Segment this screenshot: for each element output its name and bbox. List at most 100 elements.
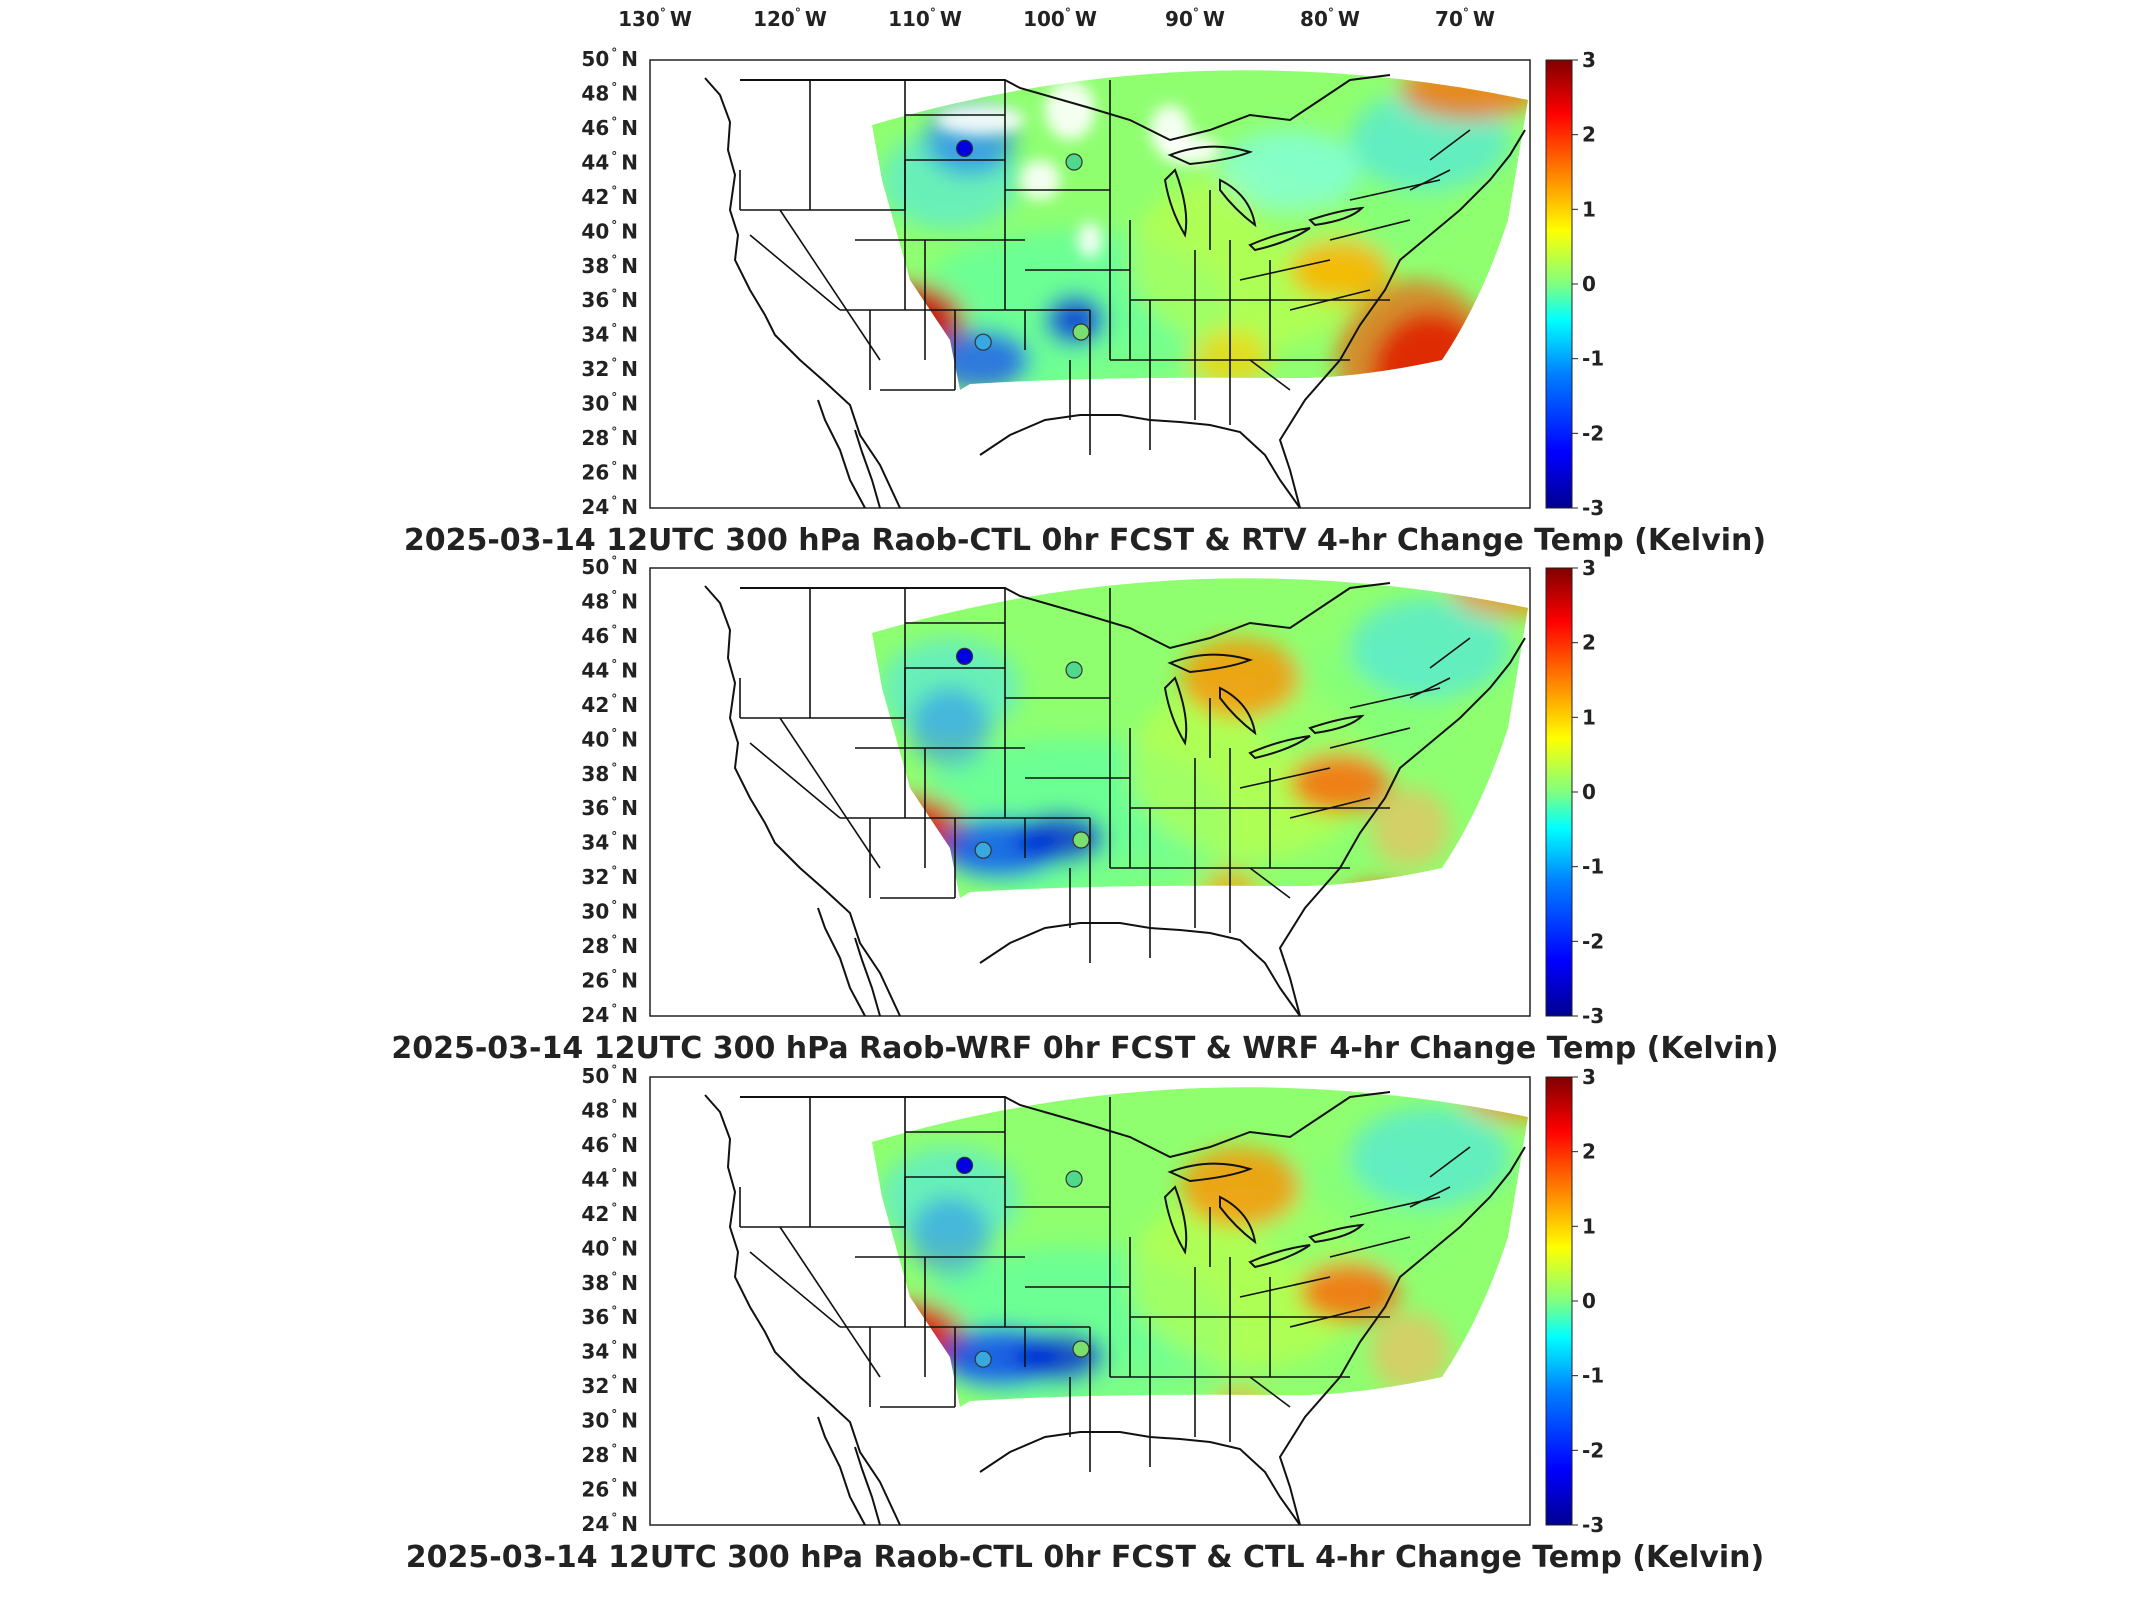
latitude-label: 44 ° N	[581, 1166, 638, 1191]
latitude-label: 46 ° N	[581, 1132, 638, 1157]
colorbar-tick-label: -1	[1582, 855, 1604, 879]
longitude-label: 70° W	[1435, 6, 1495, 31]
oklahoma-raob-marker	[975, 334, 991, 350]
north-dakota-raob-marker	[957, 648, 973, 664]
latitude-label: 28 ° N	[581, 1442, 638, 1467]
latitude-label: 34 ° N	[581, 322, 638, 347]
latitude-axis-labels: 50 ° N 48 ° N 46 ° N 44 ° N 42 ° N 40 ° N 38 ° N 36 ° N 34 ° N 32 ° N…	[581, 46, 638, 519]
colorbar-tick-label: -2	[1582, 421, 1604, 445]
longitude-label: 110° W	[888, 6, 962, 31]
north-dakota-raob-marker	[957, 140, 973, 156]
colorbar-tick-label: 0	[1582, 1289, 1596, 1313]
latitude-label: 46 ° N	[581, 623, 638, 648]
latitude-label: 30 ° N	[581, 899, 638, 924]
colorbar-tick-label: -3	[1582, 1513, 1604, 1537]
map-panel: 50 ° N 48 ° N 46 ° N 44 ° N 42 ° N 40 ° N 38 ° N 36 ° N 34 ° N 32 ° N…	[391, 554, 1778, 1066]
longitude-axis-labels: 130° W 120° W 110° W 100° W 90° W 80° W 70° W	[618, 6, 1495, 31]
latitude-label: 50 ° N	[581, 1063, 638, 1088]
latitude-label: 38 ° N	[581, 761, 638, 786]
latitude-label: 44 ° N	[581, 657, 638, 682]
colorbar-tick-label: 3	[1582, 556, 1596, 580]
north-dakota-raob-marker	[957, 1157, 973, 1173]
latitude-label: 48 ° N	[581, 1097, 638, 1122]
latitude-label: 42 ° N	[581, 1201, 638, 1226]
latitude-label: 26 ° N	[581, 968, 638, 993]
colorbar-tick-label: -2	[1582, 929, 1604, 953]
latitude-axis-labels: 50 ° N 48 ° N 46 ° N 44 ° N 42 ° N 40 ° N 38 ° N 36 ° N 34 ° N 32 ° N…	[581, 1063, 638, 1536]
latitude-label: 30 ° N	[581, 391, 638, 416]
latitude-label: 50 ° N	[581, 46, 638, 71]
latitude-label: 26 ° N	[581, 460, 638, 485]
colorbar-tick-label: -2	[1582, 1438, 1604, 1462]
latitude-label: 48 ° N	[581, 80, 638, 105]
missouri-raob-marker	[1073, 832, 1089, 848]
latitude-label: 38 ° N	[581, 1270, 638, 1295]
colorbar-tick-label: -1	[1582, 1364, 1604, 1388]
colorbar-tick-label: 2	[1582, 631, 1596, 655]
latitude-label: 26 ° N	[581, 1477, 638, 1502]
latitude-axis-labels: 50 ° N 48 ° N 46 ° N 44 ° N 42 ° N 40 ° N 38 ° N 36 ° N 34 ° N 32 ° N…	[581, 554, 638, 1027]
longitude-label: 120° W	[753, 6, 827, 31]
colorbar-tick-label: 3	[1582, 1065, 1596, 1089]
map-panel: 50 ° N 48 ° N 46 ° N 44 ° N 42 ° N 40 ° N 38 ° N 36 ° N 34 ° N 32 ° N…	[406, 1062, 1764, 1575]
latitude-label: 24 ° N	[581, 1002, 638, 1027]
missouri-raob-marker	[1073, 1341, 1089, 1357]
map-area	[650, 1062, 1580, 1525]
colorbar-scale	[1546, 1077, 1572, 1525]
minnesota-raob-marker	[1066, 1171, 1082, 1187]
map-area	[650, 558, 1570, 1016]
missouri-raob-marker	[1073, 324, 1089, 340]
latitude-label: 42 ° N	[581, 184, 638, 209]
longitude-label: 130° W	[618, 6, 692, 31]
longitude-label: 90° W	[1165, 6, 1225, 31]
latitude-label: 36 ° N	[581, 795, 638, 820]
panel-title: 2025-03-14 12UTC 300 hPa Raob-CTL 0hr FC…	[406, 1540, 1764, 1575]
map-panel: 50 ° N 48 ° N 46 ° N 44 ° N 42 ° N 40 ° N 38 ° N 36 ° N 34 ° N 32 ° N…	[404, 46, 1766, 558]
colorbar-tick-label: 1	[1582, 705, 1596, 729]
latitude-label: 38 ° N	[581, 253, 638, 278]
colorbar: 3 2 1 0 -1 -2 -3	[1546, 48, 1604, 520]
latitude-label: 42 ° N	[581, 692, 638, 717]
longitude-label: 80° W	[1300, 6, 1360, 31]
colorbar: 3 2 1 0 -1 -2 -3	[1546, 556, 1604, 1028]
colorbar-tick-label: 2	[1582, 1140, 1596, 1164]
oklahoma-raob-marker	[975, 1351, 991, 1367]
longitude-label: 100° W	[1023, 6, 1097, 31]
colorbar-tick-label: -3	[1582, 1004, 1604, 1028]
latitude-label: 30 ° N	[581, 1408, 638, 1433]
latitude-label: 48 ° N	[581, 588, 638, 613]
latitude-label: 40 ° N	[581, 726, 638, 751]
oklahoma-raob-marker	[975, 842, 991, 858]
latitude-label: 28 ° N	[581, 425, 638, 450]
colorbar-tick-label: 0	[1582, 272, 1596, 296]
latitude-label: 24 ° N	[581, 494, 638, 519]
colorbar-tick-label: 1	[1582, 1214, 1596, 1238]
colorbar-tick-label: 1	[1582, 197, 1596, 221]
minnesota-raob-marker	[1066, 662, 1082, 678]
latitude-label: 24 ° N	[581, 1511, 638, 1536]
colorbar-scale	[1546, 568, 1572, 1016]
colorbar-tick-label: 3	[1582, 48, 1596, 72]
panel-title: 2025-03-14 12UTC 300 hPa Raob-CTL 0hr FC…	[404, 523, 1766, 558]
latitude-label: 32 ° N	[581, 356, 638, 381]
colorbar-tick-label: -1	[1582, 347, 1604, 371]
latitude-label: 46 ° N	[581, 115, 638, 140]
latitude-label: 36 ° N	[581, 1304, 638, 1329]
latitude-label: 44 ° N	[581, 149, 638, 174]
colorbar-tick-label: 2	[1582, 123, 1596, 147]
figure: 130° W 120° W 110° W 100° W 90° W 80° W 70° W 50 ° N 48 °…	[0, 0, 2133, 1600]
colorbar: 3 2 1 0 -1 -2 -3	[1546, 1065, 1604, 1537]
latitude-label: 34 ° N	[581, 830, 638, 855]
latitude-label: 36 ° N	[581, 287, 638, 312]
latitude-label: 40 ° N	[581, 1235, 638, 1260]
latitude-label: 28 ° N	[581, 933, 638, 958]
panel-title: 2025-03-14 12UTC 300 hPa Raob-WRF 0hr FC…	[391, 1031, 1778, 1066]
latitude-label: 34 ° N	[581, 1339, 638, 1364]
colorbar-scale	[1546, 60, 1572, 508]
colorbar-tick-label: -3	[1582, 496, 1604, 520]
latitude-label: 32 ° N	[581, 864, 638, 889]
latitude-label: 32 ° N	[581, 1373, 638, 1398]
latitude-label: 40 ° N	[581, 218, 638, 243]
colorbar-tick-label: 0	[1582, 780, 1596, 804]
minnesota-raob-marker	[1066, 154, 1082, 170]
